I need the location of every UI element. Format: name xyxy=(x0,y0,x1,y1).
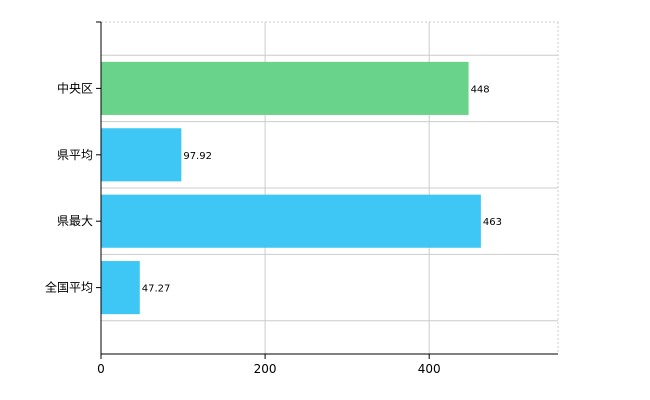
category-label: 全国平均 xyxy=(45,280,93,295)
labels: 448 中央区 97.92 県平均 463 県最大 47.27 全国平均 0 200 400 xyxy=(45,80,502,376)
category-label: 県平均 xyxy=(57,148,93,162)
x-tick-label: 200 xyxy=(254,362,277,376)
data-label: 463 xyxy=(483,217,502,228)
bar xyxy=(101,261,140,315)
axes xyxy=(96,21,558,359)
data-label: 448 xyxy=(471,84,490,95)
x-tick-label: 400 xyxy=(418,362,441,376)
data-label: 47.27 xyxy=(142,284,171,295)
bars xyxy=(101,61,481,315)
category-label: 中央区 xyxy=(57,80,93,95)
bar xyxy=(101,61,469,115)
data-label: 97.92 xyxy=(183,151,212,162)
category-label: 県最大 xyxy=(57,214,93,228)
bar xyxy=(101,194,481,248)
bar xyxy=(101,128,182,182)
x-tick-label: 0 xyxy=(97,362,105,376)
